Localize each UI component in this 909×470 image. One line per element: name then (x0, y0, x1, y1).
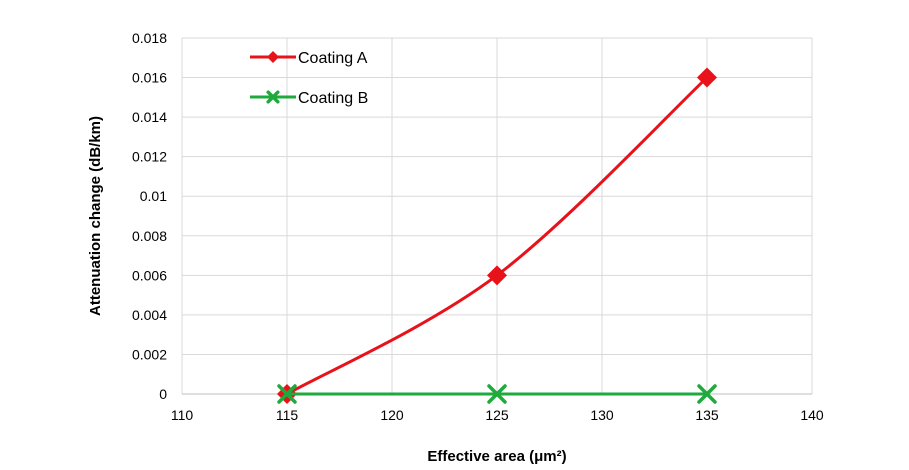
data-point (487, 384, 507, 404)
data-point (697, 384, 717, 404)
x-tick-label: 130 (590, 407, 614, 423)
y-tick-label: 0 (159, 386, 167, 402)
legend-label: Coating B (298, 90, 368, 107)
y-tick-label: 0.018 (132, 30, 167, 46)
x-tick-label: 120 (380, 407, 404, 423)
y-tick-label: 0.016 (132, 70, 167, 86)
y-tick-label: 0.002 (132, 346, 167, 362)
series (277, 67, 717, 404)
x-tick-label: 115 (276, 407, 299, 423)
data-point (277, 384, 297, 404)
legend-entry-1: Coating B (250, 90, 368, 107)
x-tick-label: 125 (485, 407, 509, 423)
axes: 0 0.002 0.004 0.006 0.008 0.01 0.012 0.014 0.016… (132, 30, 824, 423)
y-tick-label: 0.004 (132, 307, 167, 323)
x-tick-label: 140 (800, 407, 824, 423)
y-tick-label: 0.01 (140, 188, 167, 204)
legend: Coating A Coating B (250, 50, 368, 107)
y-tick-label: 0.008 (132, 228, 167, 244)
legend-marker (267, 51, 279, 63)
y-axis-title: Attenuation change (dB/km) (87, 116, 104, 316)
legend-entry-0: Coating A (250, 50, 368, 67)
y-tick-label: 0.006 (132, 267, 167, 283)
data-point (697, 67, 717, 88)
legend-label: Coating A (298, 50, 368, 67)
x-axis-title: Effective area (μm²) (427, 448, 566, 465)
y-tick-label: 0.014 (132, 109, 167, 125)
x-tick-label: 110 (171, 407, 194, 423)
data-point (487, 265, 507, 286)
x-tick-label: 135 (695, 407, 719, 423)
y-tick-label: 0.012 (132, 149, 167, 165)
legend-marker (266, 90, 280, 104)
